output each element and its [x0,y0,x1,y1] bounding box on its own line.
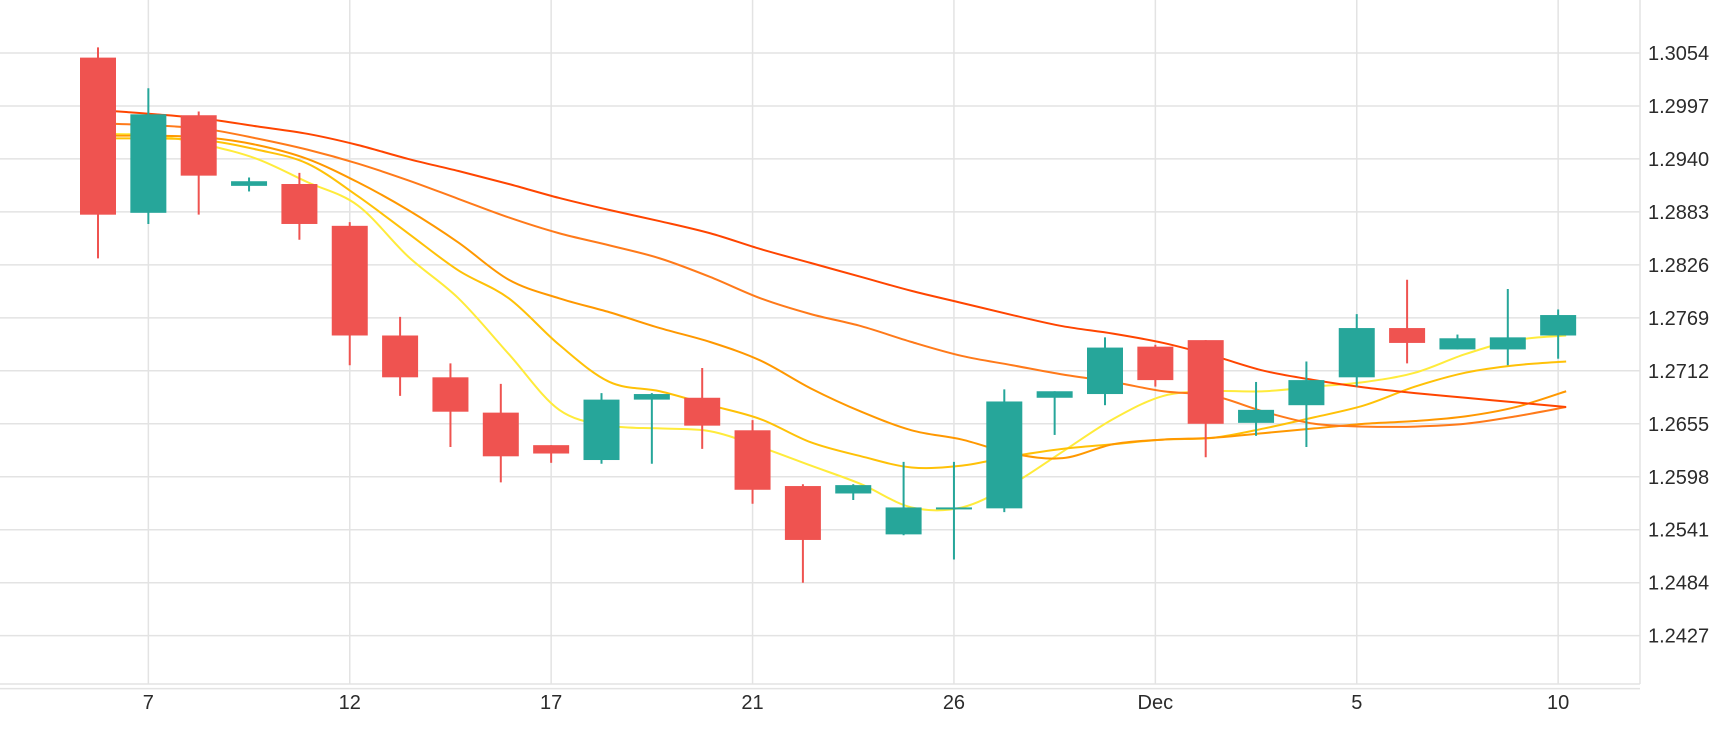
candle-body-down [432,377,469,412]
y-tick-label: 1.2997 [1648,96,1709,118]
candle-body-up [1238,409,1275,423]
x-tick-label: 21 [741,692,763,714]
x-tick-label: 5 [1351,692,1362,714]
y-tick-label: 1.2655 [1648,414,1709,436]
candle-body-up [1036,391,1073,398]
y-tick-label: 1.2940 [1648,149,1709,171]
candle-body-down [80,57,116,215]
candle-body-up [885,507,922,535]
y-tick-label: 1.2541 [1648,520,1709,542]
candle-body-down [382,335,419,378]
candle-body-up [1489,337,1526,350]
axes: 1.3054 1.2997 1.2940 1.2883 1.2826 1.2769 1.27… [0,0,1709,714]
candle-body-down [734,430,771,490]
y-tick-label: 1.2427 [1648,626,1709,648]
candle-body-up [1439,338,1476,350]
candle-body-down [1137,346,1174,381]
candle-body-up [1338,328,1375,378]
y-tick-label: 1.2883 [1648,202,1709,224]
y-tick-label: 1.3054 [1648,43,1709,65]
x-tick-label: 7 [143,692,154,714]
candle-body-up [583,399,620,461]
candle-body-up [1540,315,1577,336]
candle-body-down [180,115,217,176]
moving-average-lines [105,109,1567,512]
candle-body-up [835,485,872,494]
y-tick-label: 1.2598 [1648,467,1709,489]
grid-lines [0,0,1640,690]
candle-body-up [986,401,1023,509]
candle-body-down [281,184,318,224]
y-tick-label: 1.2826 [1648,255,1709,277]
x-tick-label: 10 [1547,692,1569,714]
moving-average-line [105,132,1567,512]
x-tick-label: 17 [540,692,562,714]
candle-body-down [784,486,821,540]
y-tick-label: 1.2484 [1648,573,1709,595]
candle-body-up [1288,380,1325,406]
moving-average-line [105,137,1567,470]
x-tick-label: Dec [1138,692,1174,714]
candle-body-up [633,394,670,400]
candle-body-up [130,114,167,213]
candles [80,47,1577,583]
y-tick-label: 1.2712 [1648,361,1709,383]
candle-body-up [231,181,268,186]
moving-average-line [105,122,1567,428]
candle-body-down [1187,340,1224,424]
x-tick-label: 26 [943,692,965,714]
candle-body-up [935,507,972,510]
candle-body-down [482,412,519,457]
candle-body-down [1389,328,1426,343]
candle-body-down [684,397,721,426]
y-tick-label: 1.2769 [1648,308,1709,330]
moving-average-line [105,134,1567,460]
candle-body-down [331,225,368,336]
candle-body-down [533,445,570,454]
x-tick-label: 12 [339,692,361,714]
candle-body-up [1087,347,1123,395]
